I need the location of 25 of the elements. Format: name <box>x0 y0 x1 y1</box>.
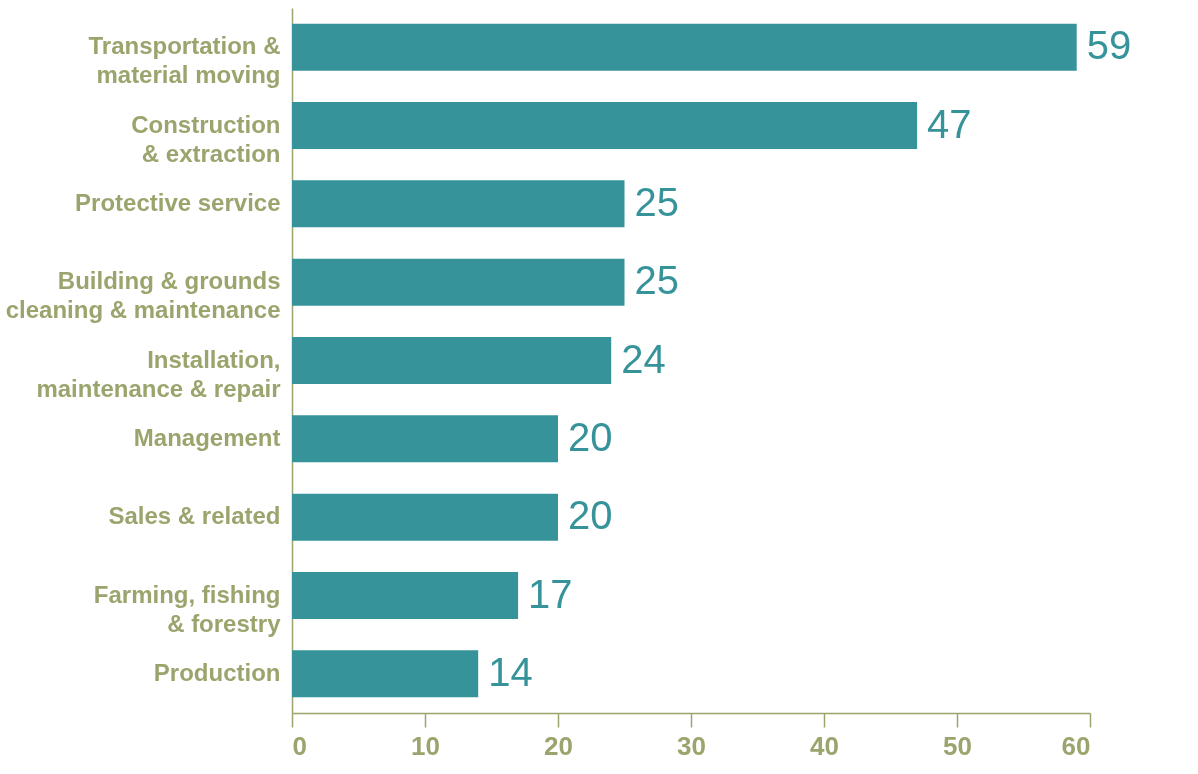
data-label: 14 <box>488 649 533 694</box>
data-label: 25 <box>634 258 679 303</box>
y-tick-label: Transportation & material moving <box>88 32 281 89</box>
x-tick-label: 20 <box>544 730 573 761</box>
x-tick-label: 60 <box>1061 730 1091 761</box>
data-label: 47 <box>927 101 972 146</box>
y-tick-label: Installation, maintenance & repair <box>36 345 281 402</box>
data-label: 25 <box>634 179 679 224</box>
data-label: 59 <box>1086 23 1132 68</box>
y-tick-label: Farming, fishing & forestry <box>93 580 282 637</box>
data-label: 17 <box>528 571 573 616</box>
y-tick-label: Construction & extraction <box>131 110 281 167</box>
x-tick-label: 30 <box>677 730 706 761</box>
y-tick-label: Management <box>133 423 281 451</box>
y-tick-label: Sales & related <box>108 502 281 530</box>
y-tick-label: Protective service <box>75 188 281 216</box>
y-tick-label: Production <box>153 658 281 686</box>
data-label: 20 <box>568 414 613 459</box>
x-tick-label: 0 <box>292 730 307 761</box>
x-tick-label: 50 <box>943 730 972 761</box>
data-label: 20 <box>568 493 613 538</box>
x-tick-label: 40 <box>810 730 839 761</box>
data-label: 24 <box>621 336 666 381</box>
y-tick-label: Building & grounds cleaning & maintenance <box>5 267 281 324</box>
x-tick-label: 10 <box>411 730 440 761</box>
